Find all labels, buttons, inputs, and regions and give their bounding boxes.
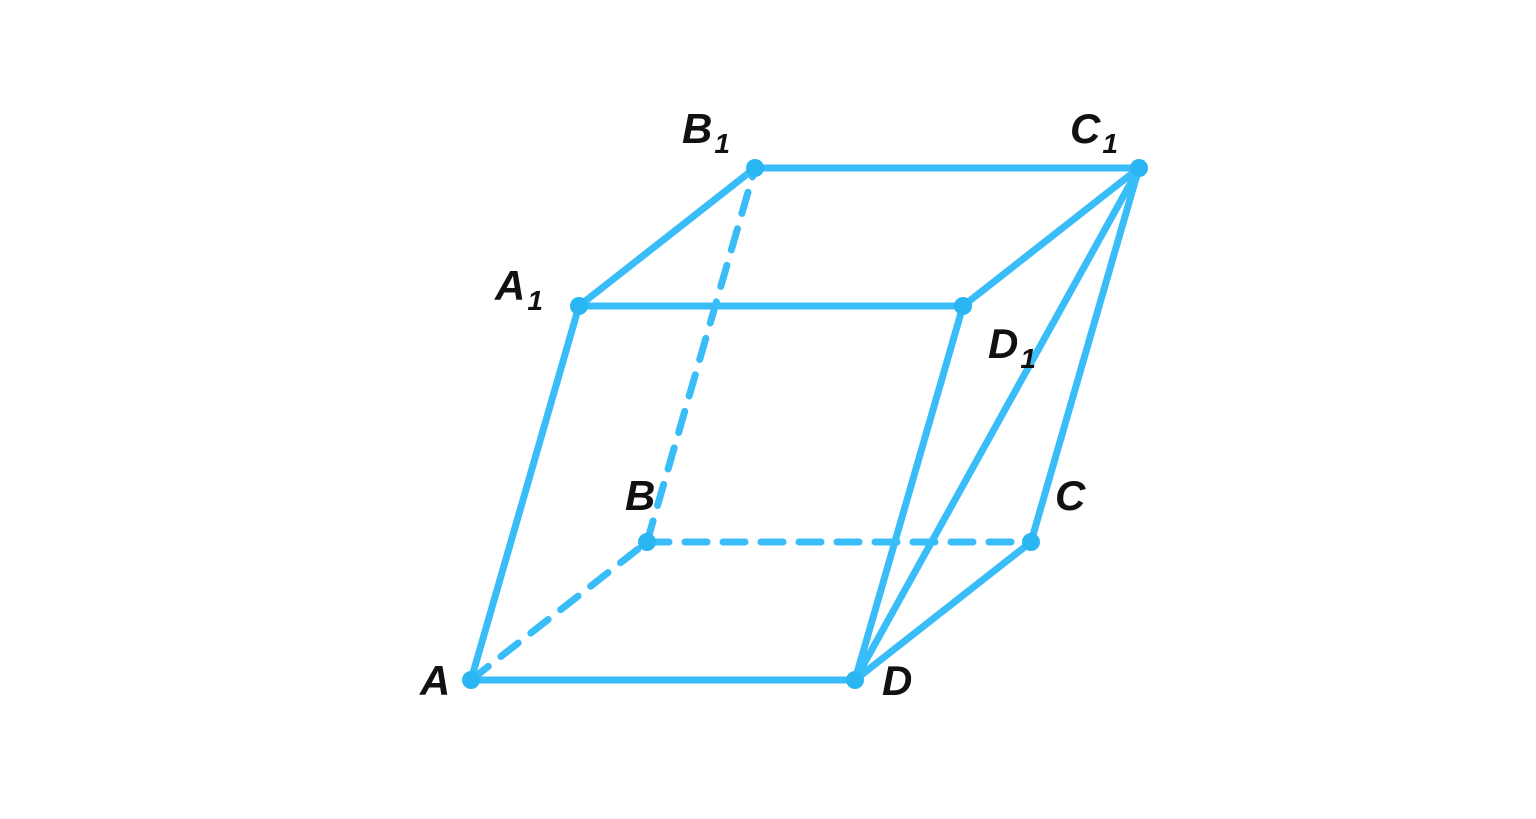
- vertex-B: [638, 533, 656, 551]
- vertex-D: [846, 671, 864, 689]
- label-D-main: D: [882, 657, 912, 704]
- vertex-A1: [570, 297, 588, 315]
- label-B-main: B: [625, 472, 655, 519]
- edge-B1-A1: [579, 168, 755, 306]
- label-A1: A1: [494, 262, 543, 316]
- label-D1: D1: [988, 320, 1036, 374]
- label-B1: B1: [682, 105, 730, 159]
- label-C1-sub: 1: [1102, 128, 1118, 159]
- parallelepiped-diagram: ABCDA1B1C1D1: [0, 0, 1536, 819]
- edge-D1-C1: [963, 168, 1139, 306]
- label-D: D: [882, 657, 912, 704]
- label-C-main: C: [1055, 472, 1086, 519]
- edges-layer: [471, 168, 1139, 680]
- edge-D-D1: [855, 306, 963, 680]
- vertex-A: [462, 671, 480, 689]
- label-C1: C1: [1070, 105, 1118, 159]
- label-B: B: [625, 472, 655, 519]
- label-C1-main: C: [1070, 105, 1101, 152]
- vertex-D1: [954, 297, 972, 315]
- labels-layer: ABCDA1B1C1D1: [419, 105, 1118, 704]
- vertex-C: [1022, 533, 1040, 551]
- vertex-B1: [746, 159, 764, 177]
- edge-B-B1: [647, 168, 755, 542]
- edge-D-C1: [855, 168, 1139, 680]
- label-A: A: [419, 657, 450, 704]
- label-D1-main: D: [988, 320, 1018, 367]
- edge-A-B: [471, 542, 647, 680]
- label-B1-sub: 1: [714, 128, 730, 159]
- label-D1-sub: 1: [1020, 343, 1036, 374]
- edge-A-A1: [471, 306, 579, 680]
- label-A1-main: A: [494, 262, 525, 309]
- label-B1-main: B: [682, 105, 712, 152]
- vertex-C1: [1130, 159, 1148, 177]
- label-C: C: [1055, 472, 1086, 519]
- label-A1-sub: 1: [527, 285, 543, 316]
- label-A-main: A: [419, 657, 450, 704]
